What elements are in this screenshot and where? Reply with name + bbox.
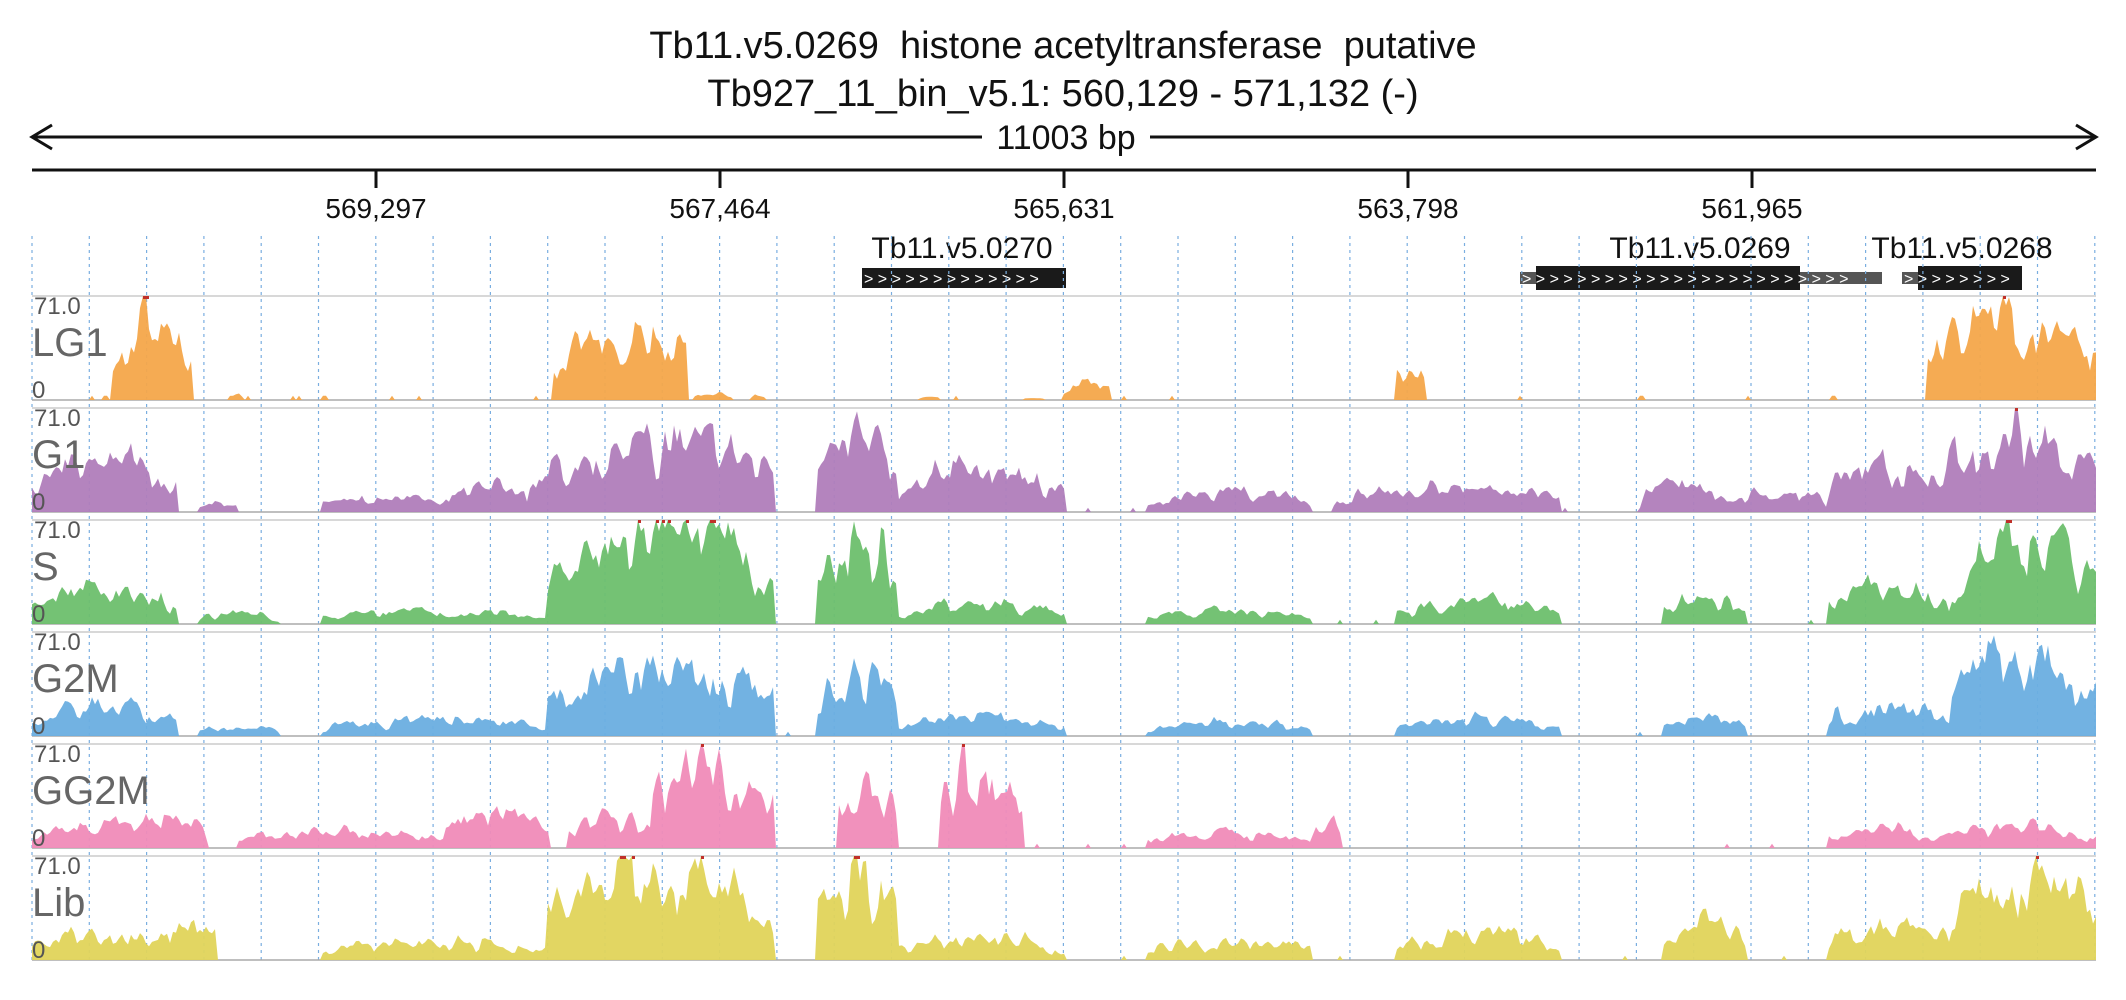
ruler-tick-label: 561,965 <box>1701 193 1802 224</box>
clip-marker <box>632 856 635 859</box>
svg-text:> > > > > > > > > > > > > > >: > > > > > > > > > > > > > > > > > > > > … <box>1522 271 1849 288</box>
track-max-label: 71.0 <box>34 741 81 768</box>
track-g1: 71.0G1 0 <box>32 405 2096 516</box>
ruler-tick-label: 565,631 <box>1013 193 1114 224</box>
clip-marker <box>857 856 860 859</box>
coverage-area <box>32 520 2096 624</box>
gene-title: Tb11.v5.0269 histone acetyltransferase p… <box>649 25 1477 67</box>
clip-marker <box>146 296 149 299</box>
track-name: G1 <box>32 433 85 477</box>
clip-marker <box>662 520 665 523</box>
span-arrow: 11003 bp <box>29 118 2099 157</box>
coordinate-ruler: 569,297 567,464 565,631 563,798 561,965 <box>32 168 2096 224</box>
span-label: 11003 bp <box>996 119 1135 157</box>
clip-marker <box>701 744 704 747</box>
clip-marker <box>2009 520 2012 523</box>
clip-marker <box>710 520 713 523</box>
track-name: Lib <box>32 881 85 925</box>
track-min-label: 0 <box>32 489 45 516</box>
ruler-tick-label: 567,464 <box>669 193 770 224</box>
gene-tb11-v5-0268[interactable]: > > > > > > > > Tb11.v5.0268 <box>1871 232 2053 290</box>
track-max-label: 71.0 <box>34 405 81 432</box>
region-title: Tb927_11_bin_v5.1: 560,129 - 571,132 (-) <box>707 73 1419 115</box>
clip-marker <box>656 520 659 523</box>
clip-marker <box>686 520 689 523</box>
coverage-area <box>32 635 2096 736</box>
track-name: GG2M <box>32 769 150 813</box>
clip-marker <box>620 856 623 859</box>
track-name: S <box>32 545 59 589</box>
vertical-grid <box>31 236 2096 962</box>
svg-text:> > > > > > > > > > > > >: > > > > > > > > > > > > > <box>864 271 1039 288</box>
coverage-tracks: 71.0LG1071.0G1071.0S071.0G2M071.0GG2M071… <box>32 293 2096 964</box>
clip-marker <box>638 520 641 523</box>
ruler-tick-label: 569,297 <box>325 193 426 224</box>
track-min-label: 0 <box>32 825 45 852</box>
track-s: 71.0S 0 <box>32 517 2096 628</box>
gene-tb11-v5-0269[interactable]: > > > > > > > > > > > > > > > > > > > > … <box>1520 232 1882 290</box>
svg-text:> > > > > > > >: > > > > > > > > <box>1904 271 2010 288</box>
clip-marker <box>713 520 716 523</box>
track-max-label: 71.0 <box>34 517 81 544</box>
clip-marker <box>143 296 146 299</box>
track-min-label: 0 <box>32 377 45 404</box>
clip-marker <box>668 520 671 523</box>
track-max-label: 71.0 <box>34 853 81 880</box>
clip-marker <box>854 856 857 859</box>
gene-label: Tb11.v5.0269 <box>1609 232 1790 265</box>
gene-track: > > > > > > > > > > > > > Tb11.v5.0270 >… <box>862 232 2053 290</box>
gene-label: Tb11.v5.0268 <box>1871 232 2052 265</box>
track-max-label: 71.0 <box>34 293 81 320</box>
coverage-area <box>32 408 2096 512</box>
coverage-area <box>32 856 2096 960</box>
clip-marker <box>701 856 704 859</box>
track-min-label: 0 <box>32 713 45 740</box>
track-max-label: 71.0 <box>34 629 81 656</box>
clip-marker <box>962 744 965 747</box>
clip-marker <box>2006 520 2009 523</box>
track-name: LG1 <box>32 321 108 365</box>
clip-marker <box>2015 408 2018 411</box>
ruler-tick-label: 563,798 <box>1357 193 1458 224</box>
track-name: G2M <box>32 657 119 701</box>
track-min-label: 0 <box>32 937 45 964</box>
clip-marker <box>623 856 626 859</box>
coverage-area <box>32 744 2096 848</box>
clip-marker <box>2003 296 2006 299</box>
clip-marker <box>2036 856 2039 859</box>
gene-label: Tb11.v5.0270 <box>871 232 1052 265</box>
track-min-label: 0 <box>32 601 45 628</box>
gene-tb11-v5-0270[interactable]: > > > > > > > > > > > > > Tb11.v5.0270 <box>862 232 1066 288</box>
